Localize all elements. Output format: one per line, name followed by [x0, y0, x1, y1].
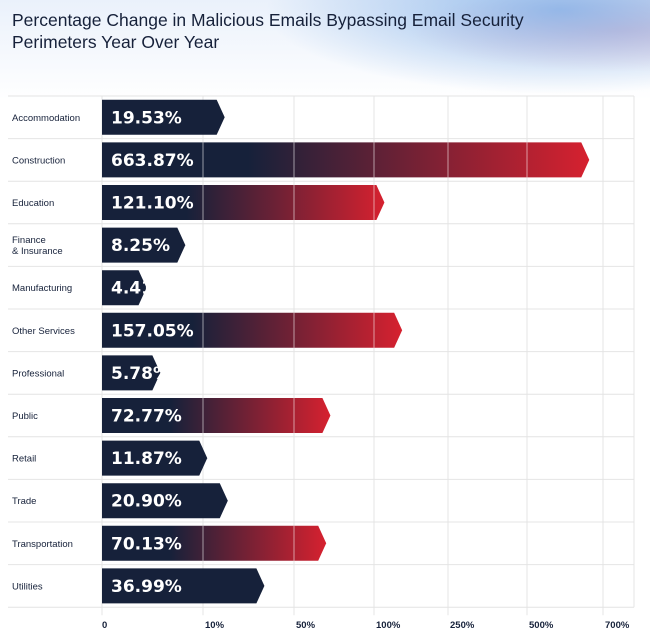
x-tick-label: 100% [376, 620, 401, 631]
value-label: 157.05% [111, 321, 194, 341]
bar-construction [102, 142, 590, 178]
category-label: Professional [12, 368, 64, 379]
value-label: 4.41% [111, 279, 170, 299]
bar-finance-insurance [102, 227, 186, 263]
bar-other-services [102, 312, 403, 348]
x-tick-label: 700% [605, 620, 630, 631]
bar-education [102, 185, 385, 220]
x-tick-label: 250% [450, 620, 475, 631]
category-label: Transportation [12, 539, 73, 550]
x-tick-label: 10% [205, 620, 225, 631]
value-label: 72.77% [111, 407, 182, 427]
value-label: 8.25% [111, 236, 170, 256]
category-label: Retail [12, 454, 36, 465]
bar-retail [102, 440, 208, 476]
x-tick-label: 500% [529, 620, 554, 631]
bar-manufacturing [102, 270, 147, 306]
value-label: 36.99% [111, 577, 182, 597]
category-label: Construction [12, 155, 65, 166]
header-background [0, 0, 650, 100]
category-label: Trade [12, 496, 36, 507]
bar-utilities [102, 568, 265, 604]
category-label: Manufacturing [12, 283, 72, 294]
category-label: Accommodation [12, 113, 80, 124]
value-label: 11.87% [111, 449, 182, 469]
bar-transportation [102, 525, 327, 561]
value-label: 663.87% [111, 151, 194, 171]
category-label: Education [12, 198, 54, 209]
chart-title: Percentage Change in Malicious Emails By… [12, 10, 524, 52]
bar-public [102, 398, 331, 433]
x-tick-label: 0 [102, 620, 107, 631]
value-label: 121.10% [111, 194, 194, 214]
bar-trade [102, 483, 228, 519]
category-label: Utilities [12, 581, 43, 592]
category-label: Public [12, 411, 38, 422]
x-tick-label: 50% [296, 620, 316, 631]
value-label: 19.53% [111, 108, 182, 128]
bar-professional [102, 355, 161, 391]
bar-accommodation [102, 99, 225, 135]
category-label: Finance & Insurance [12, 235, 63, 257]
category-label: Other Services [12, 326, 75, 337]
value-label: 5.78% [111, 364, 170, 384]
value-label: 20.90% [111, 492, 182, 512]
value-label: 70.13% [111, 534, 182, 554]
